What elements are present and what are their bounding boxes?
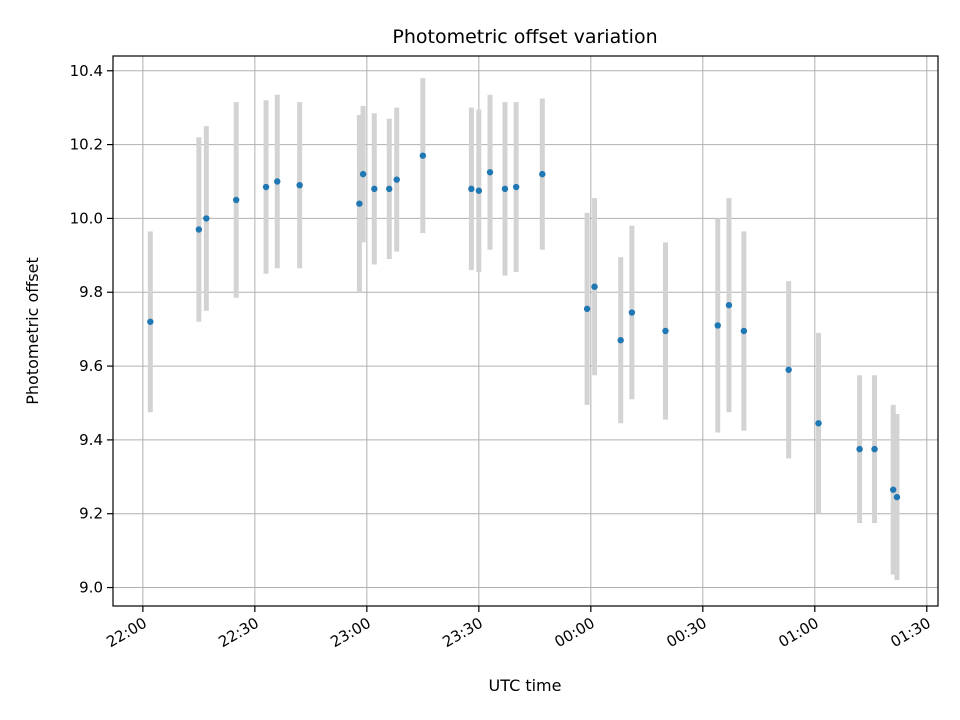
y-axis-ticks: 9.0 9.2 9.4 9.6 9.8 10.0 10.2 10.4 bbox=[70, 62, 113, 597]
data-point bbox=[296, 181, 303, 189]
y-tick-label: 9.6 bbox=[79, 357, 103, 375]
data-point bbox=[371, 185, 378, 193]
data-point bbox=[893, 493, 901, 501]
data-point bbox=[359, 170, 367, 178]
data-point bbox=[740, 327, 748, 335]
data-point bbox=[591, 283, 598, 290]
data-point bbox=[539, 170, 546, 178]
y-tick-label: 10.2 bbox=[70, 136, 103, 154]
grid bbox=[113, 56, 938, 606]
data-point bbox=[203, 215, 210, 222]
data-point bbox=[393, 176, 400, 183]
data-point bbox=[147, 318, 154, 325]
data-point bbox=[785, 366, 792, 373]
data-point bbox=[725, 301, 733, 309]
data-point bbox=[356, 200, 363, 207]
data-point bbox=[815, 420, 822, 427]
y-tick-label: 10.4 bbox=[70, 62, 103, 80]
y-tick-label: 10.0 bbox=[70, 209, 103, 227]
y-tick-label: 9.0 bbox=[79, 579, 103, 597]
data-point bbox=[419, 152, 427, 159]
y-tick-label: 9.4 bbox=[79, 431, 103, 449]
data-point bbox=[501, 185, 509, 193]
y-axis-label: Photometric offset bbox=[23, 257, 42, 405]
data-point bbox=[583, 305, 591, 313]
data-point bbox=[475, 187, 483, 194]
data-point bbox=[628, 309, 636, 316]
data-point bbox=[386, 185, 393, 193]
chart-title: Photometric offset variation bbox=[392, 26, 657, 48]
data-point bbox=[856, 445, 863, 453]
data-point bbox=[512, 183, 520, 191]
data-point bbox=[262, 183, 270, 191]
plot-frame bbox=[112, 55, 939, 607]
data-point bbox=[486, 169, 494, 176]
y-tick-label: 9.8 bbox=[79, 283, 103, 301]
data-point bbox=[890, 486, 897, 493]
data-points bbox=[147, 152, 901, 501]
data-point bbox=[468, 185, 475, 193]
data-point bbox=[274, 178, 281, 185]
data-point bbox=[871, 445, 878, 453]
y-tick-label: 9.2 bbox=[79, 505, 103, 523]
data-point bbox=[662, 327, 669, 335]
data-point bbox=[617, 337, 624, 344]
data-point bbox=[714, 322, 721, 329]
data-point bbox=[232, 196, 240, 204]
data-point bbox=[195, 226, 203, 233]
x-axis-label: UTC time bbox=[489, 676, 562, 695]
